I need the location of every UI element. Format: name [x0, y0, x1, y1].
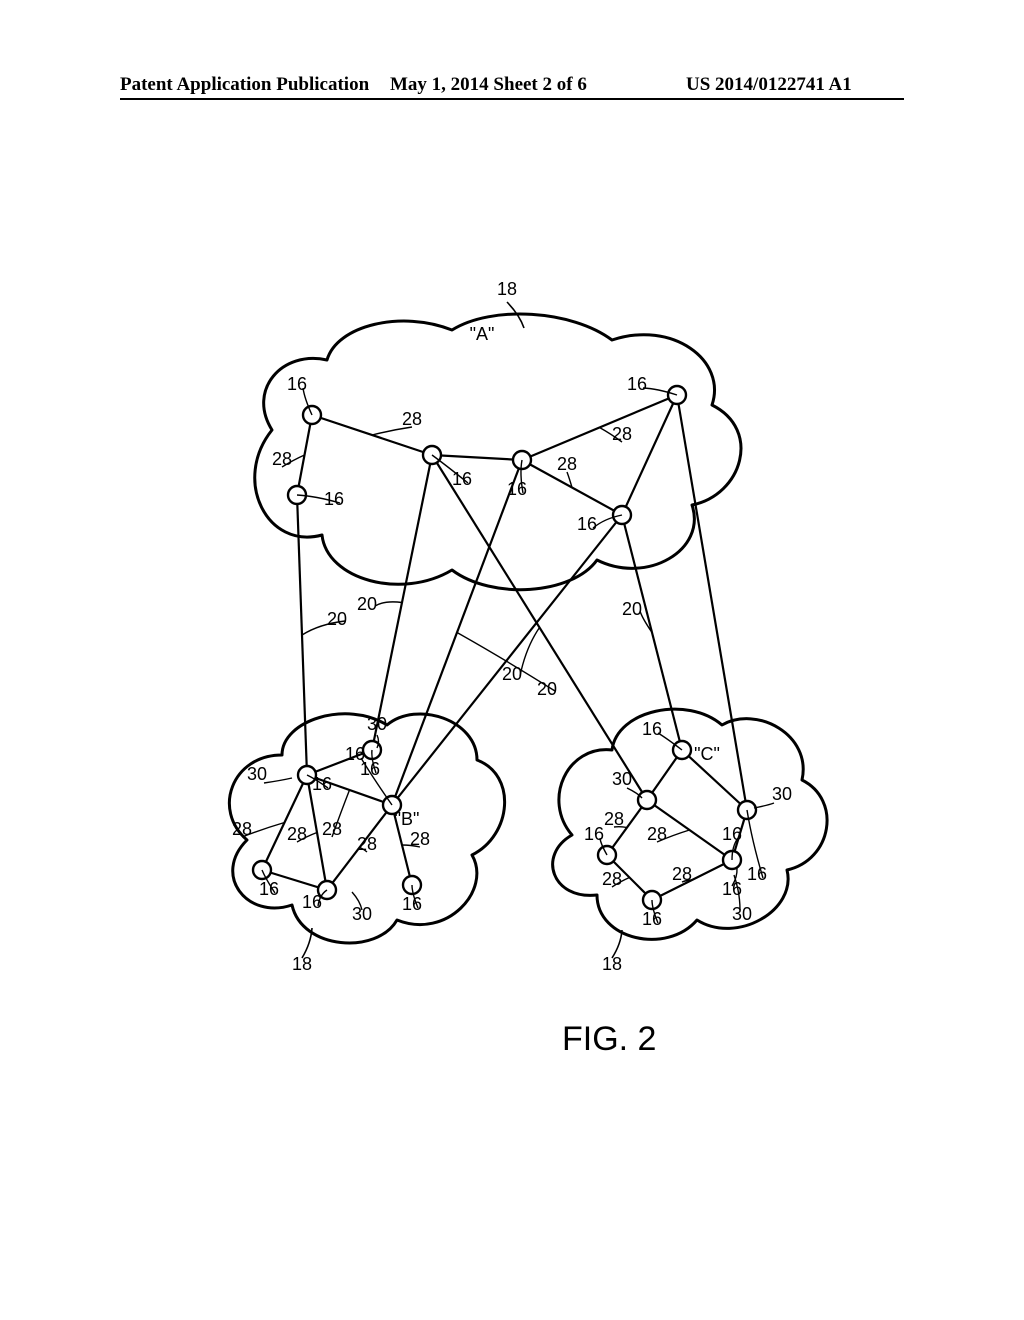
- ref-16: 16: [402, 894, 422, 914]
- intra-edge: [432, 455, 522, 460]
- ref-28: 28: [272, 449, 292, 469]
- cloud-label-A: "A": [470, 324, 495, 344]
- ref-28: 28: [612, 424, 632, 444]
- ref-20: 20: [622, 599, 642, 619]
- ref-28: 28: [604, 809, 624, 829]
- ref-30: 30: [732, 904, 752, 924]
- ref-leader: [520, 628, 540, 677]
- header-middle: May 1, 2014 Sheet 2 of 6: [390, 74, 587, 96]
- page: Patent Application Publication May 1, 20…: [0, 0, 1024, 1320]
- header-left: Patent Application Publication: [120, 74, 369, 96]
- ref-20: 20: [357, 594, 377, 614]
- ref-28: 28: [357, 834, 377, 854]
- figure-svg: 2020202020282828282828282828282828281616…: [152, 280, 872, 1040]
- ref-30: 30: [352, 904, 372, 924]
- cloud-label-C: "C": [694, 744, 720, 764]
- header-right: US 2014/0122741 A1: [686, 74, 852, 96]
- ref-leader: [754, 803, 774, 808]
- ref-28: 28: [602, 869, 622, 889]
- ref-30: 30: [612, 769, 632, 789]
- ref-leader: [375, 602, 402, 606]
- cloud-label-B: "B": [395, 809, 420, 829]
- ref-16: 16: [345, 744, 365, 764]
- ref-20: 20: [502, 664, 522, 684]
- ref-28: 28: [402, 409, 422, 429]
- ref-leader: [614, 827, 627, 828]
- ref-28: 28: [232, 819, 252, 839]
- ref-16: 16: [747, 864, 767, 884]
- node-C2: [638, 791, 656, 809]
- figure-caption: FIG. 2: [562, 1020, 656, 1059]
- ref-28: 28: [287, 824, 307, 844]
- intra-edge: [622, 395, 677, 515]
- ref-28: 28: [672, 864, 692, 884]
- ref-leader: [372, 427, 412, 435]
- header-rule: [120, 98, 904, 100]
- ref-16: 16: [627, 374, 647, 394]
- ref-16: 16: [642, 909, 662, 929]
- ref-30: 30: [772, 784, 792, 804]
- ref-28: 28: [557, 454, 577, 474]
- ref-16: 16: [642, 719, 662, 739]
- ref-16: 16: [507, 479, 527, 499]
- ref-16: 16: [259, 879, 279, 899]
- ref-16: 16: [722, 824, 742, 844]
- figure-2: 2020202020282828282828282828282828281616…: [152, 280, 872, 1040]
- ref-30: 30: [247, 764, 267, 784]
- cloud-A: [255, 314, 741, 590]
- ref-20: 20: [327, 609, 347, 629]
- ref-16: 16: [722, 879, 742, 899]
- ref-leader: [264, 778, 292, 783]
- inter-edge: [392, 515, 622, 805]
- ref-16: 16: [577, 514, 597, 534]
- ref-28: 28: [647, 824, 667, 844]
- ref-30: 30: [367, 714, 387, 734]
- ref-18: 18: [497, 280, 517, 299]
